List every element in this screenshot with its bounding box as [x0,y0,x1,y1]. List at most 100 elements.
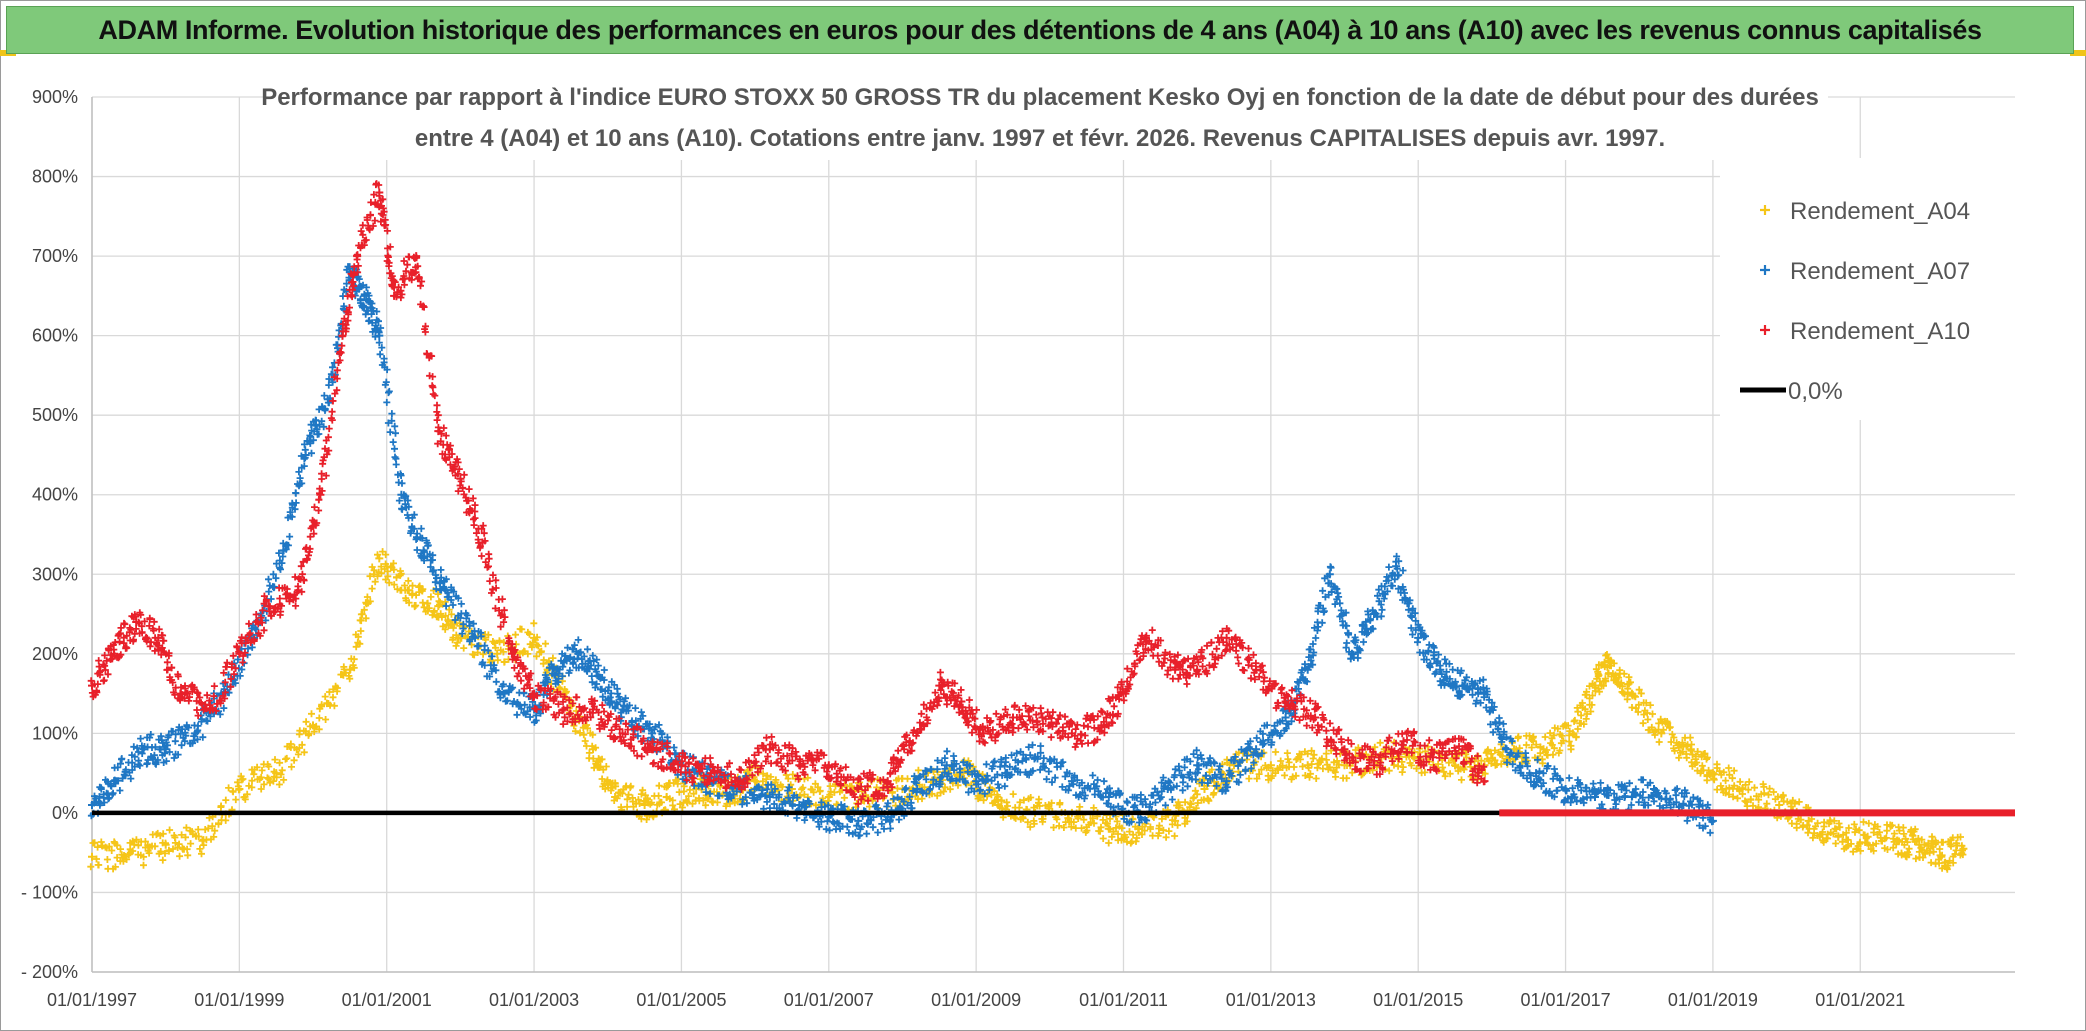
x-tick-label: 01/01/2001 [342,990,432,1010]
data-point [88,681,96,690]
data-point [264,602,273,611]
x-tick-label: 01/01/2017 [1521,990,1611,1010]
data-point [1399,737,1408,746]
data-point [1620,793,1629,801]
x-tick-label: 01/01/2013 [1226,990,1316,1010]
data-point [662,793,671,801]
data-point [795,761,804,770]
data-point [1252,665,1261,674]
data-point [345,665,354,674]
y-tick-label: 0% [52,803,78,823]
data-point [1708,816,1717,825]
data-point [390,291,399,300]
data-point [279,546,288,555]
y-tick-label: - 100% [21,882,78,902]
data-point [765,745,774,754]
data-point [942,761,951,770]
data-point [1104,824,1113,833]
data-point [530,633,539,642]
data-point [589,705,597,714]
data-point [618,729,627,738]
series-markers [87,263,1716,840]
data-point [1163,785,1172,793]
series-layer [87,180,2015,873]
x-tick-label: 01/01/2021 [1815,990,1905,1010]
data-point [1141,633,1150,642]
data-point [1200,785,1209,793]
data-point [110,777,119,786]
x-tick-label: 01/01/2007 [784,990,874,1010]
data-point [957,697,966,706]
data-point [1708,769,1717,778]
data-point [1627,689,1636,698]
data-point [1804,816,1813,825]
data-point [824,793,833,801]
data-point [397,490,406,499]
x-tick-label: 01/01/1997 [47,990,137,1010]
x-tick-label: 01/01/2015 [1373,990,1463,1010]
data-point [176,689,185,698]
data-point [972,777,981,786]
data-point [1311,713,1320,722]
data-point [1303,665,1312,674]
data-point [412,252,421,261]
data-point [1937,852,1946,861]
series-rendement-a10 [87,180,1489,808]
data-point [323,395,332,404]
legend-swatch [1760,205,1770,215]
data-point [500,689,509,698]
data-point [552,665,561,674]
legend: Rendement_A04 Rendement_A07 Rendement_A10 0… [1720,158,2018,420]
data-point [1428,753,1437,762]
x-tick-label: 01/01/2011 [1079,990,1168,1010]
data-point [434,427,443,436]
data-point [1591,681,1599,690]
data-point [1458,681,1467,690]
data-point [198,836,207,845]
legend-label: Rendement_A10 [1790,318,1970,345]
data-point [1134,824,1143,833]
data-point [441,586,450,595]
data-point [110,649,119,658]
legend-item: 0,0% [1740,378,1843,405]
data-point [1568,729,1577,738]
series-rendement-a07 [87,263,1717,840]
data-point [419,546,428,555]
data-point [235,785,244,793]
data-point [854,816,863,825]
data-point [1252,745,1261,754]
data-point [1436,665,1445,674]
data-point [618,705,627,714]
legend-item: Rendement_A04 [1760,198,1970,225]
x-tick-label: 01/01/1999 [194,990,284,1010]
data-point [1038,713,1047,722]
data-point [456,474,465,483]
chart-title-line1: Performance par rapport à l'indice EURO … [261,84,1819,111]
data-point [795,801,804,809]
data-point [316,490,325,499]
data-point [1959,844,1968,853]
data-point [1347,649,1356,658]
data-point [706,769,715,778]
data-point [765,793,774,801]
data-point [1915,840,1924,849]
chart-title-line2: entre 4 (A04) et 10 ans (A10). Cotations… [415,125,1665,152]
series-markers [87,180,1488,808]
data-point [1863,832,1872,841]
data-point [883,777,892,786]
data-point [1067,729,1076,738]
data-point [1679,801,1688,809]
data-point [1001,769,1010,778]
data-point [596,673,605,682]
data-point [508,649,516,658]
data-point [913,785,922,793]
data-point [751,777,760,786]
data-point [1009,713,1017,722]
data-point [1480,777,1489,786]
data-point [161,745,170,754]
x-tick-label: 01/01/2005 [636,990,726,1010]
y-tick-label: 200% [32,644,78,664]
data-point [88,852,96,861]
data-point [1104,793,1113,801]
data-point [404,586,413,595]
